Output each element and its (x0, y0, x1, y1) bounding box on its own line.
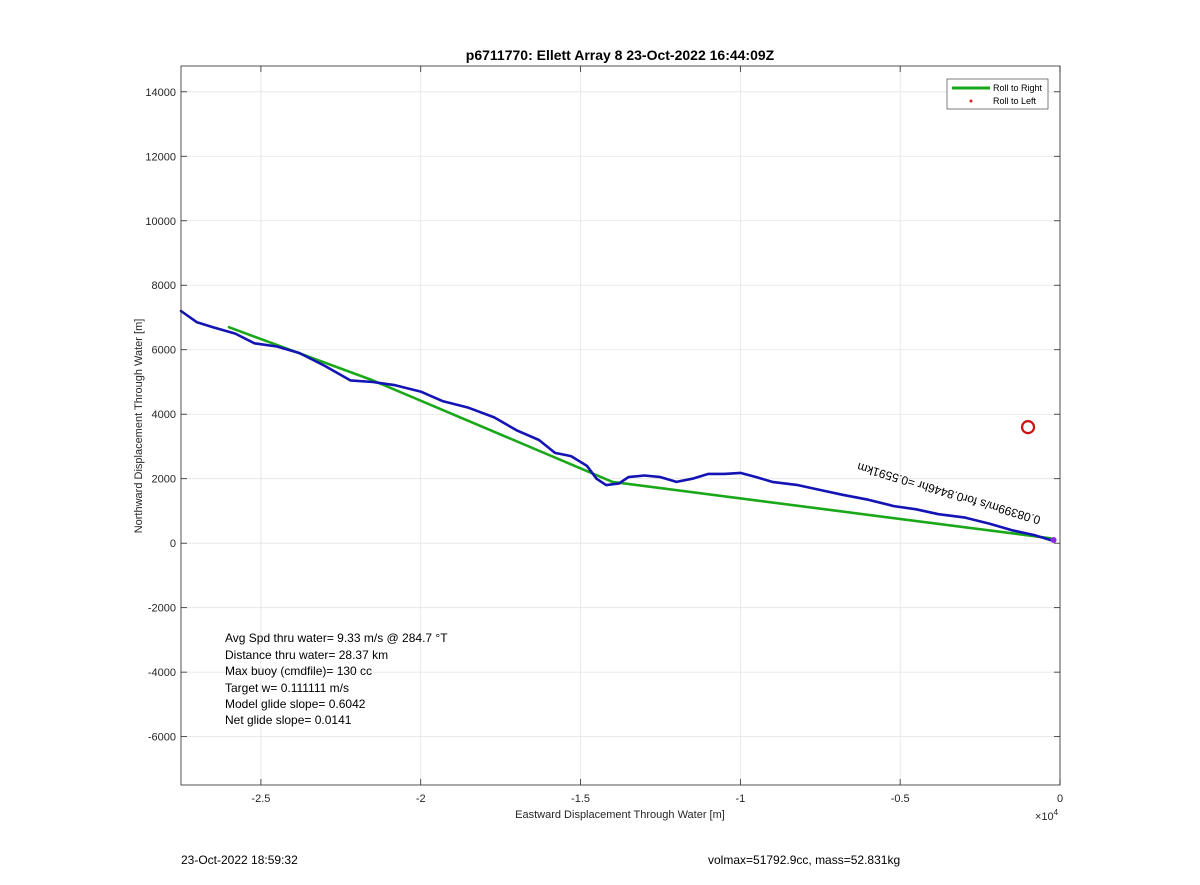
legend: Roll to Right Roll to Left (946, 78, 1049, 110)
series-layer (179, 309, 1052, 542)
y-tick-label: 4000 (152, 409, 176, 421)
y-tick-label: 0 (170, 538, 176, 550)
y-axis-label: Northward Displacement Through Water [m] (133, 319, 145, 534)
series-line-2 (179, 309, 1052, 542)
legend-box (946, 78, 1049, 110)
track-end-point (1050, 536, 1057, 543)
position-marker (1020, 420, 1036, 435)
x-tick-label: -1 (735, 793, 745, 805)
y-tick-label: -2000 (148, 603, 176, 615)
plot-area (181, 66, 1060, 785)
grid-lines (181, 66, 1061, 785)
footer-timestamp: 23-Oct-2022 18:59:32 (181, 853, 298, 867)
legend-label-roll-left: Roll to Left (993, 96, 1037, 106)
legend-label-roll-right: Roll to Right (993, 83, 1043, 93)
y-tick-label: 14000 (145, 87, 176, 99)
y-tick-label: -4000 (148, 667, 176, 679)
legend-swatch-roll-left (969, 99, 973, 103)
x-tick-label: 0 (1057, 793, 1063, 805)
y-tick-label: -6000 (148, 732, 176, 744)
stat-net-glide-slope: Net glide slope= 0.0141 (225, 713, 352, 727)
x-tick-label: -0.5 (891, 793, 910, 805)
x-axis-ticks: -2.5 -2 -1.5 -1 -0.5 0 (251, 66, 1063, 805)
stat-target-w: Target w= 0.111111 m/s (225, 681, 349, 695)
x-tick-label: -1.5 (571, 793, 590, 805)
y-tick-label: 8000 (152, 280, 176, 292)
stat-distance: Distance thru water= 28.37 km (225, 648, 388, 662)
y-tick-label: 2000 (152, 474, 176, 486)
footer-summary: volmax=51792.9cc, mass=52.831kg (708, 853, 901, 867)
y-tick-label: 10000 (145, 216, 176, 228)
stat-model-glide-slope: Model glide slope= 0.6042 (225, 697, 366, 711)
x-tick-label: -2 (416, 793, 426, 805)
y-tick-label: 12000 (145, 151, 176, 163)
x-axis-label: Eastward Displacement Through Water [m] (515, 809, 725, 821)
y-tick-label: 6000 (152, 345, 176, 357)
x-axis-exponent: ×104 (1035, 808, 1059, 823)
plot-frame (180, 65, 1061, 786)
stats-block: Avg Spd thru water= 9.33 m/s @ 284.7 °T … (225, 631, 448, 727)
stat-avg-speed: Avg Spd thru water= 9.33 m/s @ 284.7 °T (225, 631, 448, 645)
chart-title: p6711770: Ellett Array 8 23-Oct-2022 16:… (466, 47, 775, 63)
y-axis-ticks: -6000 -4000 -2000 0 2000 4000 6000 8000 10000 120… (145, 87, 1060, 744)
x-tick-label: -2.5 (251, 793, 270, 805)
marker-layer (1020, 420, 1057, 543)
stat-max-buoy: Max buoy (cmdfile)= 130 cc (225, 664, 372, 678)
